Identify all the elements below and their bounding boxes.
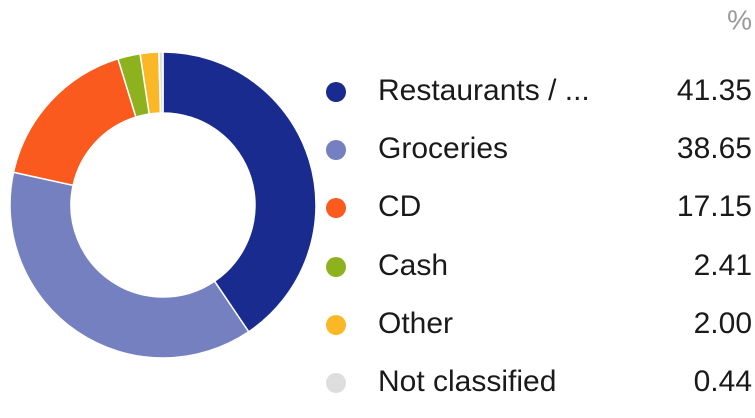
value-label: 0.44 (694, 365, 752, 398)
donut-slice (9, 171, 250, 359)
value-label: 2.41 (694, 249, 752, 282)
legend-swatch (326, 140, 346, 160)
legend-label: Not classified (378, 365, 556, 398)
legend-swatch (326, 373, 346, 393)
value-label: 17.15 (677, 190, 752, 223)
donut-slice (162, 51, 317, 333)
unit-label: % (727, 4, 752, 35)
legend-label: Cash (378, 249, 448, 282)
donut-slice (158, 51, 164, 114)
legend-label: Other (378, 307, 453, 340)
legend-label: CD (378, 190, 421, 223)
donut-slice (12, 57, 137, 187)
legend-label: Restaurants / ... (378, 74, 590, 107)
legend-swatch (326, 82, 346, 102)
value-label: 2.00 (694, 307, 752, 340)
value-label: 38.65 (677, 132, 752, 165)
legend-swatch (326, 315, 346, 335)
legend-swatch (326, 257, 346, 277)
legend-label: Groceries (378, 132, 508, 165)
value-label: 41.35 (677, 74, 752, 107)
legend-swatch (326, 198, 346, 218)
